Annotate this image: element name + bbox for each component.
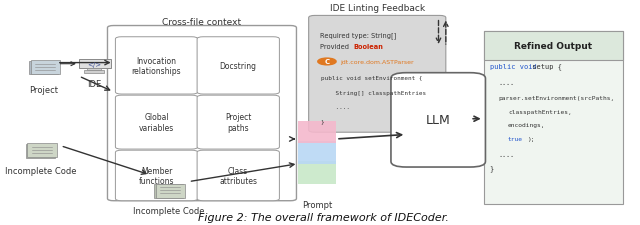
FancyBboxPatch shape — [154, 184, 183, 198]
Bar — [79, 60, 111, 69]
Text: Refined Output: Refined Output — [514, 42, 592, 51]
Bar — [88, 68, 101, 71]
Text: );: ); — [528, 137, 536, 142]
Text: Figure 2: The overall framework of IDECoder.: Figure 2: The overall framework of IDECo… — [198, 212, 449, 222]
Text: Incomplete Code: Incomplete Code — [132, 206, 204, 215]
FancyBboxPatch shape — [115, 96, 198, 149]
FancyBboxPatch shape — [29, 61, 58, 75]
Text: ....: .... — [499, 151, 515, 157]
FancyBboxPatch shape — [156, 184, 185, 198]
Text: setup {: setup { — [527, 63, 561, 70]
Text: parser.setEnvironment(srcPaths,: parser.setEnvironment(srcPaths, — [499, 95, 615, 101]
FancyBboxPatch shape — [26, 144, 55, 158]
Text: ....: .... — [321, 105, 350, 110]
Text: String[] classpathEntries: String[] classpathEntries — [321, 90, 426, 95]
FancyBboxPatch shape — [197, 96, 280, 149]
FancyBboxPatch shape — [308, 16, 446, 133]
Text: classpathEntries,: classpathEntries, — [508, 109, 572, 114]
Text: Docstring: Docstring — [220, 62, 257, 71]
Circle shape — [318, 59, 336, 65]
FancyBboxPatch shape — [31, 61, 60, 75]
Bar — [484, 32, 623, 61]
Text: IDE: IDE — [88, 80, 102, 89]
Bar — [298, 122, 336, 144]
Text: Boolean: Boolean — [353, 44, 383, 50]
FancyBboxPatch shape — [197, 38, 280, 94]
FancyBboxPatch shape — [115, 38, 198, 94]
FancyBboxPatch shape — [197, 151, 280, 201]
Text: Invocation
relationships: Invocation relationships — [132, 56, 181, 76]
Text: IDE Linting Feedback: IDE Linting Feedback — [330, 4, 425, 13]
Bar — [298, 142, 336, 164]
Text: public void setEnvironment {: public void setEnvironment { — [321, 76, 422, 81]
Text: Project
paths: Project paths — [225, 113, 252, 132]
FancyBboxPatch shape — [115, 151, 198, 201]
Text: true: true — [508, 137, 523, 142]
Text: Required type: String[]: Required type: String[] — [319, 32, 396, 39]
Text: Incomplete Code: Incomplete Code — [4, 166, 76, 175]
Text: Project: Project — [29, 86, 58, 95]
Text: LLM: LLM — [426, 114, 451, 127]
Text: </>: </> — [88, 61, 102, 68]
Text: C: C — [324, 59, 330, 65]
Bar — [484, 32, 623, 204]
FancyBboxPatch shape — [28, 144, 57, 158]
Text: Class
attributes: Class attributes — [220, 166, 257, 185]
Text: encodings,: encodings, — [508, 123, 545, 128]
Text: }: } — [321, 119, 324, 124]
Bar — [298, 162, 336, 184]
FancyBboxPatch shape — [108, 26, 296, 201]
FancyBboxPatch shape — [391, 73, 486, 167]
Text: Cross-file context: Cross-file context — [163, 18, 241, 26]
Text: jdt.core.dom.ASTParser: jdt.core.dom.ASTParser — [340, 60, 414, 65]
Text: ....: .... — [499, 79, 515, 85]
Bar — [84, 71, 104, 73]
Text: Prompt: Prompt — [302, 200, 332, 209]
Text: }: } — [490, 165, 494, 171]
Text: Global
variables: Global variables — [139, 113, 174, 132]
Text: Member
functions: Member functions — [139, 166, 174, 185]
Text: public void: public void — [490, 63, 536, 69]
Text: Provided: Provided — [319, 44, 351, 50]
